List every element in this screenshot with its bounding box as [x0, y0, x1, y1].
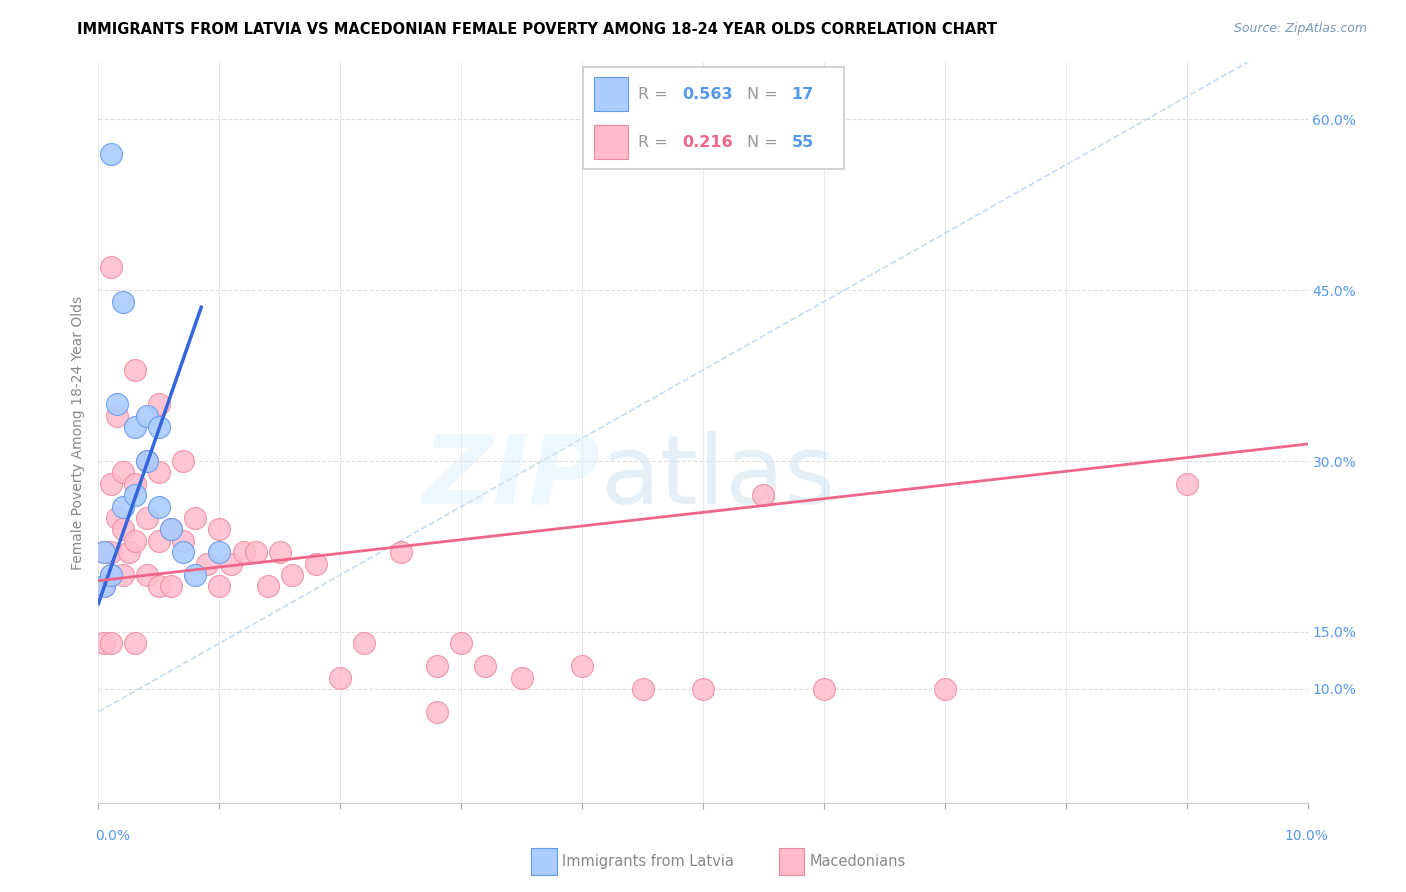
Point — [118, 545, 141, 559]
Text: 0.0%: 0.0% — [96, 830, 131, 843]
Point — [269, 545, 291, 559]
Text: 55: 55 — [792, 135, 814, 150]
Point — [426, 705, 449, 719]
Point — [124, 533, 146, 548]
Point — [510, 671, 533, 685]
Point — [232, 545, 254, 559]
Text: R =: R = — [638, 87, 678, 102]
Text: ZIP: ZIP — [422, 431, 600, 524]
Point — [571, 659, 593, 673]
Bar — [593, 77, 627, 111]
Point — [100, 636, 122, 650]
Text: 0.563: 0.563 — [682, 87, 733, 102]
Point — [160, 523, 183, 537]
Point — [111, 500, 134, 514]
Point — [389, 545, 412, 559]
Point — [111, 466, 134, 480]
Text: N =: N = — [748, 135, 783, 150]
Point — [100, 568, 122, 582]
Point — [135, 454, 157, 468]
Point — [195, 557, 218, 571]
Point — [100, 568, 122, 582]
Point — [281, 568, 304, 582]
Point — [221, 557, 243, 571]
Text: 0.216: 0.216 — [682, 135, 733, 150]
Point — [135, 568, 157, 582]
Point — [124, 636, 146, 650]
Point — [124, 476, 146, 491]
Point — [105, 511, 128, 525]
Point — [184, 568, 207, 582]
Point — [208, 579, 231, 593]
Point — [148, 397, 170, 411]
Bar — [779, 848, 804, 875]
Point — [208, 545, 231, 559]
Point — [124, 488, 146, 502]
Text: atlas: atlas — [600, 431, 835, 524]
Point — [450, 636, 472, 650]
Text: R =: R = — [638, 135, 678, 150]
Point — [160, 579, 183, 593]
Point — [426, 659, 449, 673]
Point — [93, 579, 115, 593]
Point — [353, 636, 375, 650]
Point — [93, 545, 115, 559]
Point — [245, 545, 267, 559]
Point — [305, 557, 328, 571]
Point — [105, 397, 128, 411]
Point — [1175, 476, 1198, 491]
Point — [100, 545, 122, 559]
Point — [100, 476, 122, 491]
Point — [208, 523, 231, 537]
Text: 17: 17 — [792, 87, 814, 102]
Point — [172, 454, 194, 468]
Point — [100, 260, 122, 275]
Point — [752, 488, 775, 502]
Point — [93, 636, 115, 650]
Y-axis label: Female Poverty Among 18-24 Year Olds: Female Poverty Among 18-24 Year Olds — [70, 295, 84, 570]
Point — [105, 409, 128, 423]
Point — [100, 146, 122, 161]
Point — [148, 579, 170, 593]
Point — [148, 420, 170, 434]
Point — [135, 409, 157, 423]
Point — [148, 466, 170, 480]
Text: Source: ZipAtlas.com: Source: ZipAtlas.com — [1233, 22, 1367, 36]
Point — [172, 533, 194, 548]
Point — [111, 294, 134, 309]
Point — [329, 671, 352, 685]
Point — [813, 681, 835, 696]
Point — [148, 500, 170, 514]
Point — [172, 545, 194, 559]
Text: Immigrants from Latvia: Immigrants from Latvia — [562, 855, 734, 869]
Text: IMMIGRANTS FROM LATVIA VS MACEDONIAN FEMALE POVERTY AMONG 18-24 YEAR OLDS CORREL: IMMIGRANTS FROM LATVIA VS MACEDONIAN FEM… — [77, 22, 997, 37]
Point — [135, 454, 157, 468]
Point — [184, 511, 207, 525]
Point — [111, 568, 134, 582]
Text: Macedonians: Macedonians — [810, 855, 905, 869]
Point — [93, 579, 115, 593]
Bar — [531, 848, 557, 875]
FancyBboxPatch shape — [583, 67, 844, 169]
Point — [111, 523, 134, 537]
Text: 10.0%: 10.0% — [1285, 830, 1329, 843]
Point — [631, 681, 654, 696]
Point — [474, 659, 496, 673]
Point — [160, 523, 183, 537]
Point — [135, 511, 157, 525]
Point — [124, 363, 146, 377]
Point — [692, 681, 714, 696]
Text: N =: N = — [748, 87, 783, 102]
Point — [934, 681, 956, 696]
Bar — [593, 126, 627, 159]
Point — [148, 533, 170, 548]
Point — [93, 545, 115, 559]
Point — [256, 579, 278, 593]
Point — [124, 420, 146, 434]
